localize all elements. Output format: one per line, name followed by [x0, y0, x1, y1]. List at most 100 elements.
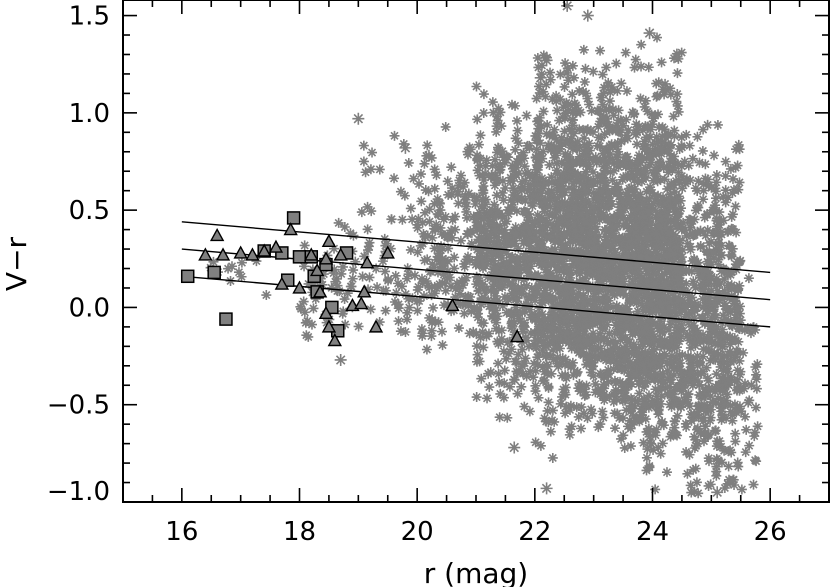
field-point: [663, 302, 674, 313]
field-point: [455, 235, 466, 246]
field-point: [711, 470, 722, 481]
field-point: [751, 402, 762, 413]
field-point: [680, 176, 691, 187]
field-point: [534, 303, 545, 313]
field-point: [404, 302, 415, 313]
field-point: [552, 192, 563, 203]
field-point: [572, 143, 583, 154]
field-point: [364, 272, 375, 283]
field-point: [399, 141, 412, 154]
field-point: [413, 281, 424, 292]
field-point: [626, 236, 637, 247]
field-point: [581, 172, 592, 183]
field-point: [462, 251, 473, 262]
field-point: [693, 488, 704, 499]
field-point: [461, 201, 472, 212]
field-point: [582, 355, 593, 366]
field-point: [636, 298, 647, 309]
field-point: [334, 286, 345, 297]
field-point: [686, 487, 697, 498]
field-point: [677, 295, 688, 306]
field-point: [656, 418, 667, 429]
field-point: [417, 278, 428, 289]
field-point: [589, 242, 600, 253]
field-point: [650, 269, 661, 280]
field-point: [629, 189, 640, 200]
field-point: [629, 417, 640, 428]
field-point: [698, 351, 709, 362]
field-point: [537, 222, 548, 233]
field-point: [645, 337, 656, 348]
field-point: [556, 175, 567, 186]
field-point: [630, 129, 641, 140]
field-point: [523, 237, 534, 248]
field-point: [450, 283, 461, 294]
field-point: [548, 233, 559, 244]
field-point: [562, 150, 573, 161]
field-point: [522, 270, 533, 281]
field-point: [564, 226, 575, 237]
field-point: [634, 213, 645, 224]
field-point: [654, 350, 665, 361]
field-point: [522, 167, 533, 178]
field-point: [493, 280, 504, 291]
field-point: [700, 159, 711, 170]
field-point: [618, 197, 629, 208]
field-point: [409, 270, 420, 281]
field-point: [433, 248, 444, 259]
field-point: [692, 200, 703, 211]
field-point: [624, 415, 635, 426]
field-point: [723, 380, 734, 391]
field-point: [593, 270, 604, 281]
field-point: [612, 137, 623, 148]
field-point: [703, 258, 714, 269]
field-point: [532, 53, 543, 64]
field-point: [711, 441, 722, 452]
triangle-marker: [510, 329, 525, 343]
field-point: [717, 373, 728, 384]
field-point: [490, 226, 501, 237]
field-point: [565, 306, 576, 317]
field-point: [710, 425, 721, 436]
field-point: [678, 217, 689, 228]
field-point: [706, 285, 717, 296]
field-point: [600, 183, 611, 194]
field-point: [650, 229, 661, 240]
field-point: [734, 280, 745, 291]
field-point: [625, 441, 636, 452]
field-point: [348, 265, 359, 276]
field-point: [512, 368, 523, 379]
field-point: [564, 251, 575, 262]
field-point: [694, 389, 705, 400]
field-point: [725, 406, 736, 417]
field-point: [714, 207, 725, 218]
field-point: [324, 314, 335, 325]
field-point: [466, 306, 477, 317]
field-point: [600, 177, 611, 188]
field-point: [692, 423, 703, 434]
y-axis-title: V−r: [0, 236, 33, 291]
field-point: [639, 381, 650, 392]
field-point: [612, 221, 623, 232]
field-point: [374, 164, 385, 175]
field-point: [567, 282, 578, 293]
field-point: [597, 278, 608, 289]
field-point: [651, 147, 662, 158]
field-point: [640, 378, 651, 389]
field-point: [485, 172, 496, 183]
field-point: [534, 349, 545, 360]
field-point: [698, 185, 709, 196]
field-point: [567, 212, 578, 223]
field-point: [359, 251, 370, 262]
triangle-marker: [321, 233, 337, 247]
field-point: [673, 106, 684, 117]
field-point: [505, 280, 516, 291]
field-point: [611, 394, 622, 405]
field-point: [670, 315, 681, 326]
field-point: [727, 173, 738, 184]
field-point: [636, 321, 647, 332]
field-point: [666, 389, 677, 400]
field-point: [647, 230, 658, 241]
field-point: [726, 249, 737, 260]
